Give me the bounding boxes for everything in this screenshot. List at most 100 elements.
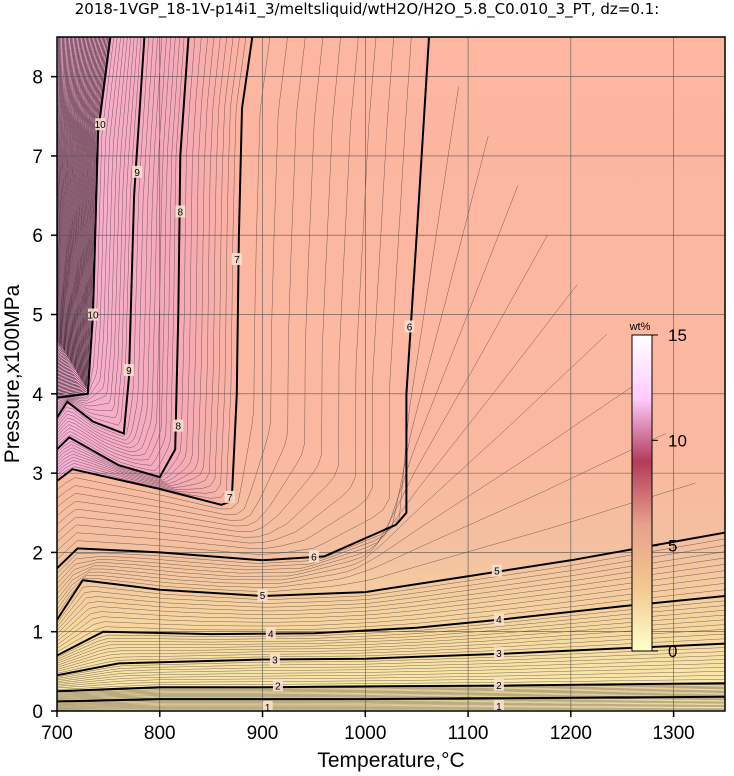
minor-contour-line [57, 37, 115, 401]
minor-contour-line [57, 705, 725, 708]
minor-contour-line [57, 37, 109, 396]
minor-contour-line [57, 37, 180, 466]
minor-contour-line [57, 688, 725, 696]
minor-contour-line [57, 37, 60, 347]
colorbar-tick-label: 15 [668, 326, 687, 345]
minor-contour-line [57, 37, 99, 386]
x-axis-ticks: 700 800 900 1000 1100 1200 1300 [41, 711, 695, 744]
minor-contour-line [57, 37, 167, 453]
minor-contour-line [57, 37, 324, 527]
contour-label-text: 7 [234, 255, 240, 266]
minor-contour-line [57, 37, 63, 350]
minor-contour-line [57, 37, 135, 412]
x-tick-label: 1300 [652, 723, 694, 744]
minor-contour-line [57, 37, 76, 363]
minor-contour-line [57, 693, 725, 700]
minor-contour-line [57, 482, 696, 615]
minor-contour-line [57, 663, 725, 684]
colorbar-tick-label: 10 [668, 431, 687, 450]
minor-contour-line [57, 185, 519, 584]
minor-contour-line [57, 37, 64, 351]
minor-contour-line [57, 37, 288, 515]
minor-contour-line [57, 37, 70, 357]
contour-label: 6 [404, 320, 415, 333]
y-tick-label: 1 [32, 623, 43, 644]
minor-contour-line [57, 86, 459, 574]
y-tick-label: 8 [32, 68, 43, 89]
minor-contour-line [57, 684, 725, 693]
minor-contour-line [57, 629, 725, 670]
minor-contour-line [57, 37, 240, 494]
minor-contour-line [57, 37, 72, 359]
contour-label-text: 5 [260, 591, 266, 602]
minor-contour-line [57, 671, 725, 687]
minor-contour-line [57, 37, 377, 544]
minor-contour-line [57, 37, 71, 358]
contour-label: 10 [95, 118, 106, 131]
contour-label-text: 2 [496, 681, 502, 692]
colorbar: wt% 0 5 10 15 [629, 321, 687, 661]
minor-contour-line [57, 37, 95, 382]
minor-contour-line [57, 583, 725, 649]
contour-label: 2 [272, 679, 283, 693]
minor-contour-line [57, 687, 725, 695]
minor-contour-line [57, 235, 548, 590]
y-tick-label: 0 [32, 702, 43, 723]
minor-contour-line [57, 37, 341, 532]
minor-contour-line [57, 702, 725, 706]
minor-contour-line [57, 37, 150, 437]
contour-label-text: 4 [496, 615, 502, 626]
contour-label-text: 5 [494, 567, 500, 578]
contour-label-text: 4 [268, 629, 274, 640]
minor-contour-line [57, 37, 75, 362]
minor-contour-line [57, 659, 725, 682]
minor-contour-line [57, 37, 107, 394]
major-contour-line [57, 642, 725, 677]
minor-contour-line [57, 619, 725, 666]
minor-contour-line [57, 37, 176, 461]
minor-contour-line [57, 37, 202, 481]
minor-contour-line [57, 37, 102, 389]
y-axis-ticks: 0 1 2 3 4 5 6 7 8 [32, 68, 57, 723]
minor-contour-line [57, 706, 725, 709]
contour-label: 9 [132, 165, 143, 179]
high-water-region [57, 37, 253, 505]
minor-contour-line [57, 37, 66, 352]
minor-contour-line [57, 37, 215, 485]
minor-contour-line [57, 675, 725, 689]
contour-label: 4 [265, 627, 276, 640]
minor-contour-line [57, 37, 67, 354]
contour-label: 3 [493, 647, 504, 660]
minor-contour-line [57, 667, 725, 686]
major-contour-line [57, 682, 725, 693]
contour-label-text: 6 [407, 322, 413, 333]
colorbar-fill [631, 334, 653, 652]
major-contour-line [57, 37, 190, 479]
contour-label-text: 6 [311, 552, 317, 563]
minor-contour-line [57, 679, 725, 690]
minor-contour-line [57, 37, 221, 486]
contour-label-text: 9 [126, 366, 132, 377]
minor-contour-line [57, 37, 118, 403]
minor-contour-line [57, 600, 725, 658]
minor-contour-line [57, 37, 138, 419]
contour-label: 8 [175, 205, 186, 218]
minor-contour-line [57, 37, 234, 490]
contour-label: 4 [493, 613, 504, 626]
y-tick-label: 2 [32, 543, 43, 564]
minor-contour-line [57, 37, 132, 410]
contour-label-text: 1 [496, 702, 502, 713]
minor-contour-line [57, 37, 271, 510]
x-tick-label: 1000 [344, 723, 386, 744]
minor-contour-line [57, 37, 154, 441]
minor-contour-line [57, 37, 90, 377]
minor-contour-line [57, 37, 88, 376]
minor-contour-line [57, 37, 83, 370]
contour-label: 6 [308, 550, 319, 563]
minor-contour-line [57, 37, 103, 390]
x-tick-label: 700 [41, 723, 73, 744]
contour-label-text: 3 [496, 649, 502, 660]
minor-contour-line [57, 538, 725, 624]
